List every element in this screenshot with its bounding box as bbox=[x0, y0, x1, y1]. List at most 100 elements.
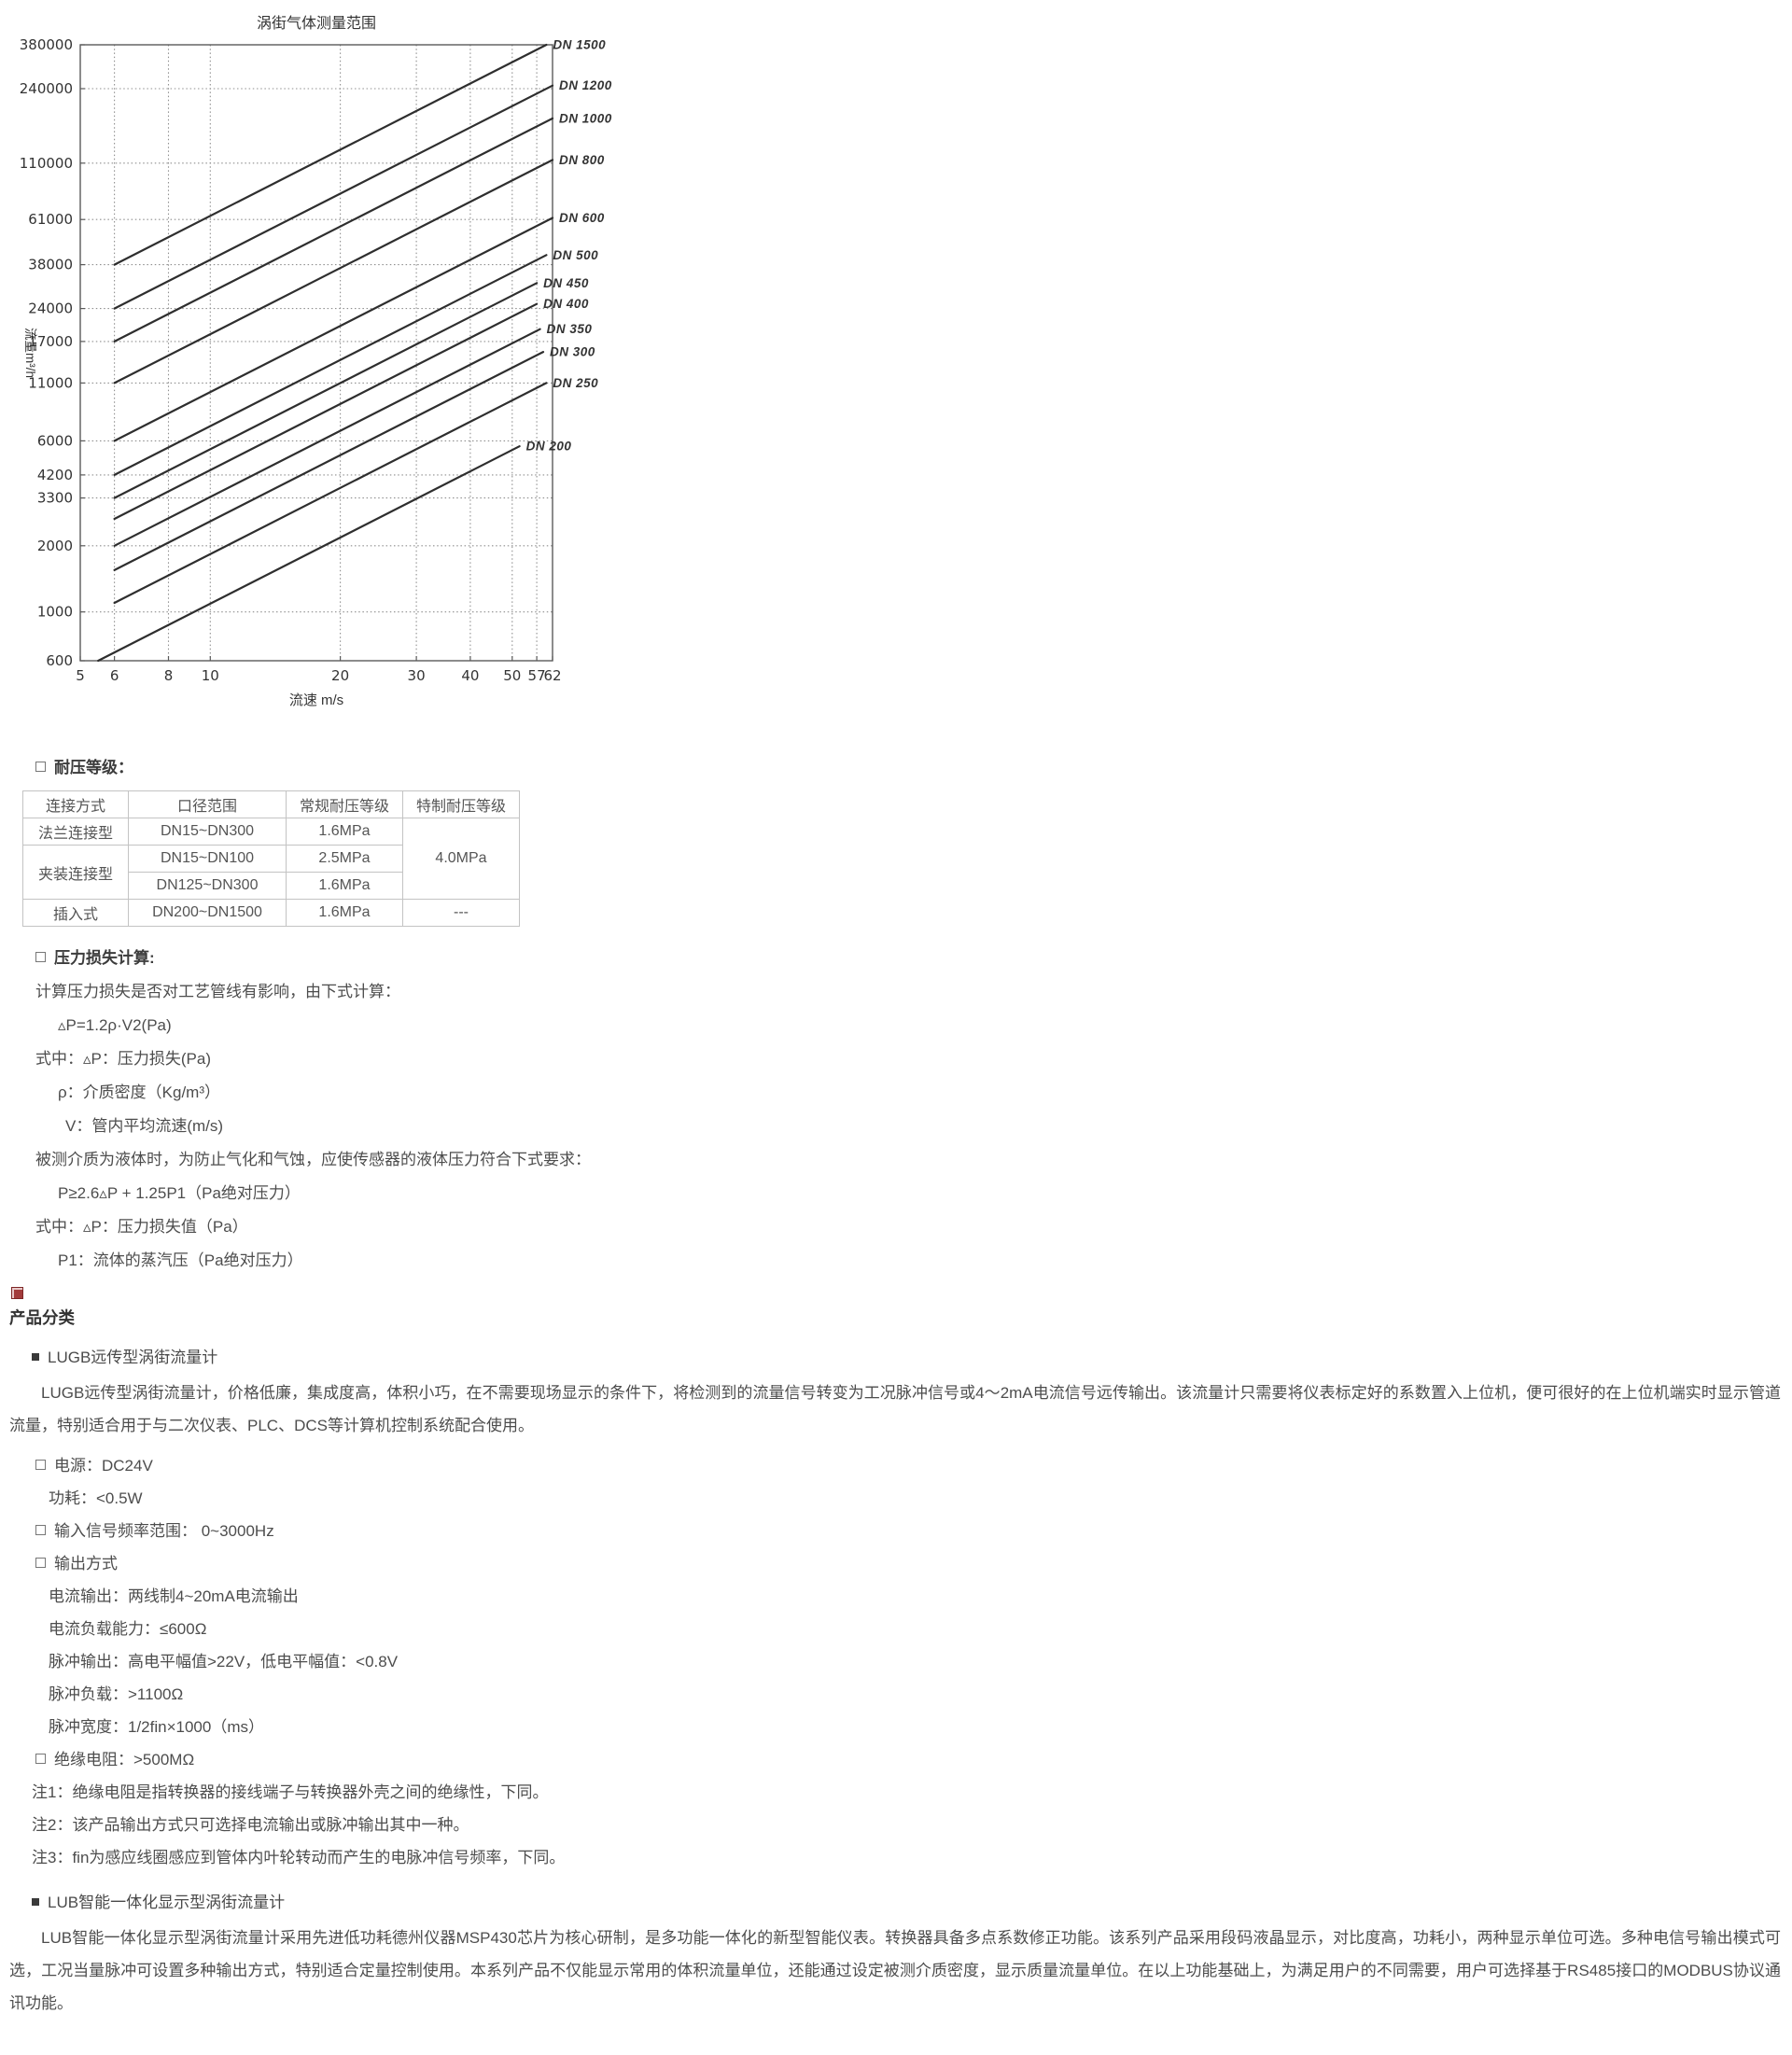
col-header-normal: 常规耐压等级 bbox=[286, 790, 403, 818]
col-header-diameter: 口径范围 bbox=[128, 790, 287, 818]
svg-text:600: 600 bbox=[46, 652, 73, 669]
svg-text:DN 600: DN 600 bbox=[559, 211, 605, 225]
col-header-connection: 连接方式 bbox=[22, 790, 129, 818]
cell-clamp-rating-2: 1.6MPa bbox=[286, 872, 403, 900]
svg-text:8: 8 bbox=[164, 667, 174, 684]
svg-text:4200: 4200 bbox=[37, 467, 73, 483]
pressure-loss-line: 式中：▵P：压力损失值（Pa） bbox=[35, 1218, 248, 1236]
svg-text:50: 50 bbox=[503, 667, 521, 684]
pressure-loss-line: V：管内平均流速(m/s) bbox=[65, 1117, 224, 1135]
svg-text:62: 62 bbox=[543, 667, 561, 684]
pressure-loss-title-text: 压力损失计算: bbox=[54, 949, 155, 967]
cell-clamp-rating-1: 2.5MPa bbox=[286, 845, 403, 873]
spec-line: 绝缘电阻：>500MΩ bbox=[35, 1743, 1783, 1776]
svg-text:110000: 110000 bbox=[20, 155, 73, 172]
svg-text:380000: 380000 bbox=[20, 36, 73, 53]
svg-text:10: 10 bbox=[202, 667, 219, 684]
square-bullet-icon bbox=[35, 1754, 46, 1764]
cell-special-rating: 4.0MPa bbox=[402, 818, 520, 900]
cell-clamp-range-2: DN125~DN300 bbox=[128, 872, 287, 900]
pressure-loss-line: 计算压力损失是否对工艺管线有影响，由下式计算： bbox=[35, 983, 400, 1000]
svg-text:5: 5 bbox=[76, 667, 85, 684]
table-row: 插入式 DN200~DN1500 1.6MPa --- bbox=[22, 899, 520, 927]
svg-text:流速 m/s: 流速 m/s bbox=[289, 692, 343, 708]
table-row: DN125~DN300 1.6MPa bbox=[23, 872, 520, 900]
square-bullet-icon bbox=[35, 1525, 46, 1535]
pressure-loss-title: 压力损失计算: bbox=[35, 942, 1783, 975]
lugb-product-section: LUGB远传型涡街流量计 LUGB远传型涡街流量计，价格低廉，集成度高，体积小巧… bbox=[9, 1344, 1783, 1874]
svg-text:20: 20 bbox=[331, 667, 349, 684]
spec-line: 脉冲负载：>1100Ω bbox=[49, 1685, 184, 1703]
pressure-loss-line: ▵P=1.2ρ·V2(Pa) bbox=[58, 1016, 172, 1034]
svg-text:DN 450: DN 450 bbox=[543, 276, 589, 290]
broken-image-icon bbox=[11, 1287, 23, 1299]
spec-line: 电流负载能力：≤600Ω bbox=[49, 1620, 207, 1638]
cell-clamp-type: 夹装连接型 bbox=[22, 845, 129, 900]
lub-description: LUB智能一体化显示型涡街流量计采用先进低功耗德州仪器MSP430芯片为核心研制… bbox=[9, 1929, 1781, 2012]
svg-text:DN 1200: DN 1200 bbox=[559, 78, 612, 92]
svg-text:6000: 6000 bbox=[37, 432, 73, 449]
svg-text:3300: 3300 bbox=[37, 490, 73, 507]
table-header-row: 连接方式 口径范围 常规耐压等级 特制耐压等级 bbox=[22, 790, 520, 818]
svg-text:6: 6 bbox=[110, 667, 119, 684]
svg-text:24000: 24000 bbox=[28, 301, 73, 317]
pressure-loss-line: ρ：介质密度（Kg/m³） bbox=[58, 1083, 221, 1101]
square-bullet-icon bbox=[35, 762, 46, 772]
gas-measurement-range-chart: 5 6 8 10 20 30 40 50 57 62 600 1000 2000 3300 4200 6000… bbox=[9, 6, 625, 722]
cell-flange-type: 法兰连接型 bbox=[22, 818, 129, 846]
svg-text:DN 1500: DN 1500 bbox=[553, 38, 606, 52]
lugb-title-text: LUGB远传型涡街流量计 bbox=[48, 1349, 218, 1366]
svg-text:17000: 17000 bbox=[28, 333, 73, 350]
svg-text:40: 40 bbox=[461, 667, 479, 684]
pressure-loss-line: 式中：▵P：压力损失(Pa) bbox=[35, 1050, 211, 1068]
svg-text:DN 350: DN 350 bbox=[547, 322, 593, 336]
svg-text:DN 400: DN 400 bbox=[543, 297, 589, 311]
note-line: 注1：绝缘电阻是指转换器的接线端子与转换器外壳之间的绝缘性，下同。 bbox=[32, 1783, 549, 1801]
cell-flange-range: DN15~DN300 bbox=[128, 818, 287, 846]
svg-text:DN 200: DN 200 bbox=[526, 440, 572, 454]
cell-insert-special: --- bbox=[402, 899, 520, 927]
lugb-description: LUGB远传型涡街流量计，价格低廉，集成度高，体积小巧，在不需要现场显示的条件下… bbox=[9, 1384, 1781, 1434]
svg-text:2000: 2000 bbox=[37, 538, 73, 554]
lub-product-title: LUB智能一体化显示型涡街流量计 bbox=[32, 1889, 1783, 1912]
spec-line: 功耗：<0.5W bbox=[49, 1489, 143, 1507]
table-row: 夹装连接型 DN15~DN100 2.5MPa bbox=[22, 845, 520, 900]
svg-text:11000: 11000 bbox=[28, 374, 73, 391]
pressure-loss-line: P1：流体的蒸汽压（Pa绝对压力） bbox=[58, 1251, 303, 1269]
lub-product-section: LUB智能一体化显示型涡街流量计 LUB智能一体化显示型涡街流量计采用先进低功耗… bbox=[9, 1889, 1783, 2020]
svg-text:38000: 38000 bbox=[28, 257, 73, 273]
svg-text:DN 800: DN 800 bbox=[559, 153, 605, 167]
lub-title-text: LUB智能一体化显示型涡街流量计 bbox=[48, 1894, 286, 1911]
black-square-bullet-icon bbox=[32, 1353, 39, 1361]
svg-text:DN 250: DN 250 bbox=[553, 376, 598, 390]
pressure-loss-line: 被测介质为液体时，为防止气化和气蚀，应使传感器的液体压力符合下式要求： bbox=[35, 1151, 591, 1168]
svg-text:DN 500: DN 500 bbox=[553, 248, 598, 262]
pressure-loss-lines: 计算压力损失是否对工艺管线有影响，由下式计算： ▵P=1.2ρ·V2(Pa) 式中：… bbox=[9, 975, 1783, 1278]
lugb-product-title: LUGB远传型涡街流量计 bbox=[32, 1344, 1783, 1367]
cell-flange-rating: 1.6MPa bbox=[286, 818, 403, 846]
svg-text:30: 30 bbox=[408, 667, 426, 684]
product-category-heading: 产品分类 bbox=[9, 1308, 75, 1327]
svg-text:240000: 240000 bbox=[20, 80, 73, 97]
svg-text:61000: 61000 bbox=[28, 211, 73, 228]
spec-line: 输出方式 bbox=[35, 1547, 1783, 1580]
pressure-rating-title: 耐压等级： bbox=[35, 754, 1783, 777]
svg-text:涡街气体测量范围: 涡街气体测量范围 bbox=[257, 15, 376, 32]
square-bullet-icon bbox=[35, 952, 46, 962]
lugb-spec-list: 电源：DC24V 功耗：<0.5W 输入信号频率范围： 0~3000Hz 输出方式电流… bbox=[9, 1449, 1783, 1776]
svg-text:DN 300: DN 300 bbox=[550, 345, 595, 359]
table-row: 法兰连接型 DN15~DN300 1.6MPa 4.0MPa bbox=[22, 818, 520, 900]
pressure-rating-title-text: 耐压等级： bbox=[54, 759, 133, 776]
pressure-rating-table: 连接方式 口径范围 常规耐压等级 特制耐压等级 法兰连接型 DN15~DN300… bbox=[22, 790, 520, 927]
square-bullet-icon bbox=[35, 1460, 46, 1470]
svg-text:流量m³/h: 流量m³/h bbox=[23, 328, 37, 378]
spec-line: 电源：DC24V bbox=[35, 1449, 1783, 1482]
cell-insert-range: DN200~DN1500 bbox=[128, 899, 287, 927]
cell-clamp-range-1: DN15~DN100 bbox=[128, 845, 287, 873]
spec-line: 电流输出：两线制4~20mA电流输出 bbox=[49, 1587, 299, 1605]
spec-line: 输入信号频率范围： 0~3000Hz bbox=[35, 1515, 1783, 1547]
lugb-note-list: 注1：绝缘电阻是指转换器的接线端子与转换器外壳之间的绝缘性，下同。 注2：该产品输… bbox=[9, 1776, 1783, 1874]
note-line: 注3：fin为感应线圈感应到管体内叶轮转动而产生的电脉冲信号频率，下同。 bbox=[32, 1849, 566, 1866]
